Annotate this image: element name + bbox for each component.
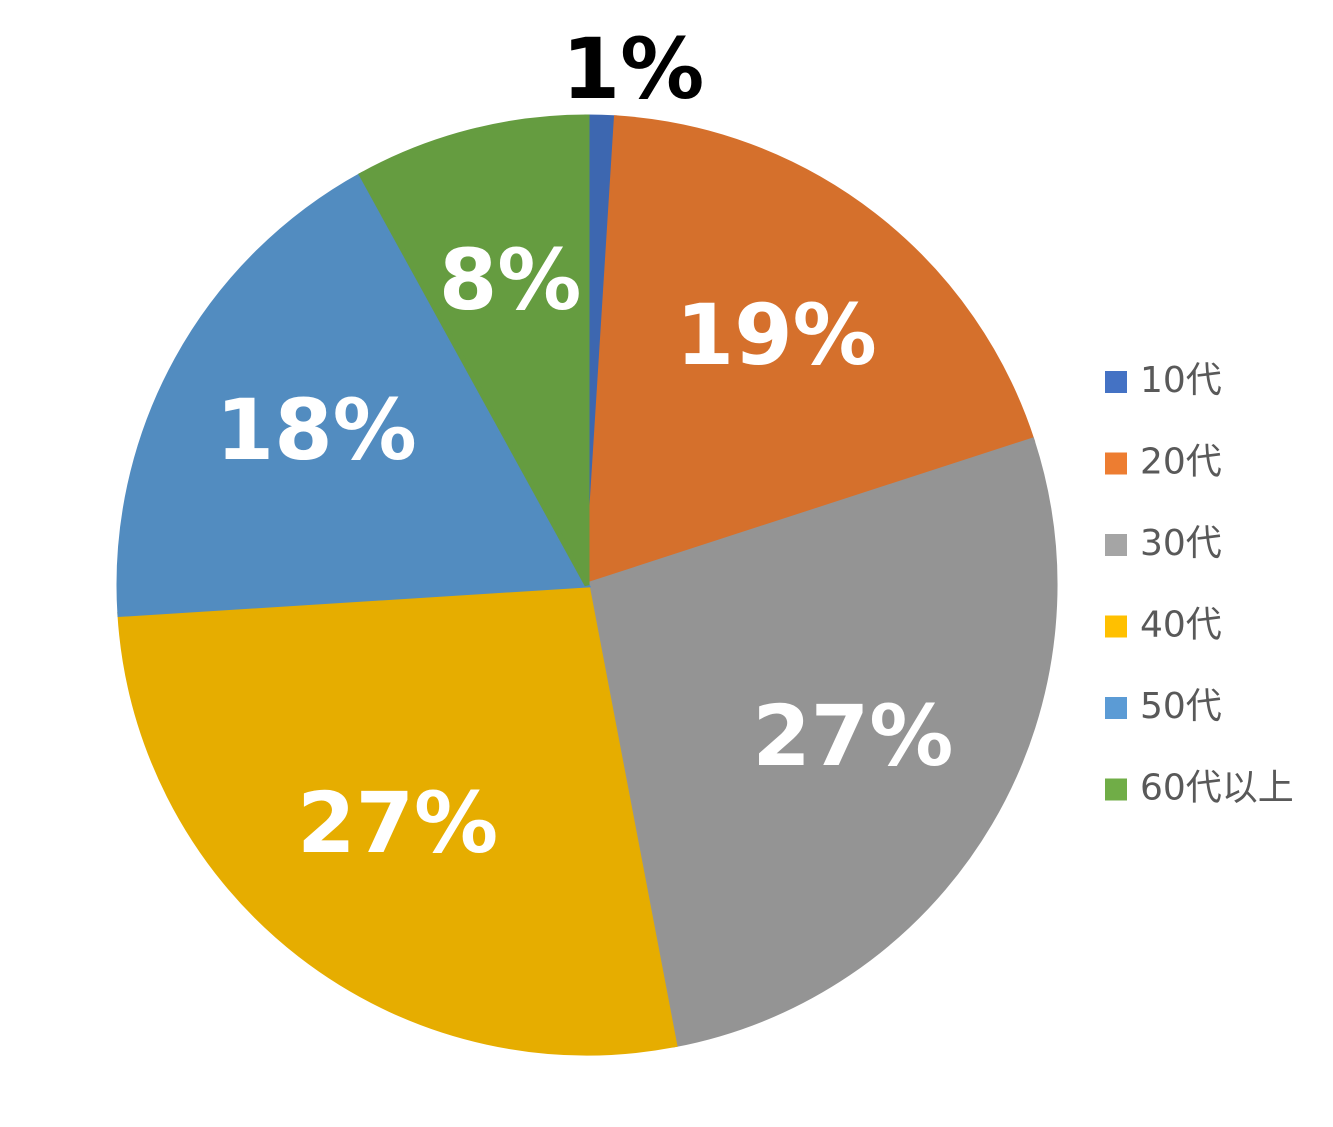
pie-slice [358, 114, 590, 587]
legend-label: 60代以上 [1140, 768, 1294, 809]
pie-slice [584, 437, 1058, 1048]
legend-label: 50代 [1140, 686, 1222, 727]
legend-swatch [1105, 534, 1127, 556]
legend-swatch [1105, 778, 1127, 801]
data-label: 27% [752, 687, 953, 785]
data-label: 8% [439, 231, 582, 329]
pie-slice [584, 115, 1036, 589]
legend-swatch [1105, 452, 1127, 475]
legend-swatch [1105, 697, 1127, 719]
legend-label: 20代 [1140, 442, 1222, 483]
legend-swatch [1105, 371, 1127, 393]
pie-slice [116, 171, 592, 618]
legend-label: 40代 [1140, 605, 1222, 646]
data-label: 18% [216, 381, 417, 479]
legend-label: 30代 [1140, 523, 1222, 564]
data-label: 19% [676, 286, 877, 384]
data-label: 27% [297, 774, 498, 872]
legend-label: 10代 [1140, 360, 1222, 401]
legend-swatch [1105, 615, 1127, 638]
pie-slice [117, 582, 678, 1056]
data-label: 1% [562, 20, 705, 118]
